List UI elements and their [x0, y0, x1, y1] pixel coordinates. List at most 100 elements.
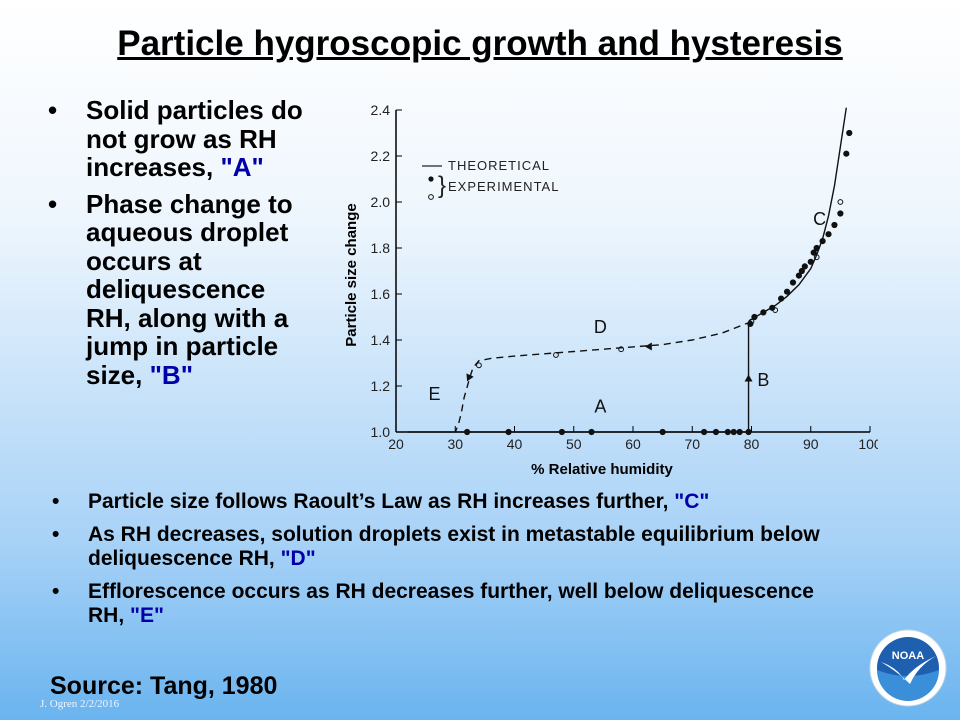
- legend-experimental: EXPERIMENTAL: [448, 179, 559, 194]
- bullet-text: As RH decreases, solution droplets exist…: [88, 523, 820, 570]
- open-data-point: [837, 199, 844, 205]
- legend-theoretical: THEORETICAL: [448, 158, 550, 173]
- x-tick-label: 100: [858, 436, 878, 452]
- y-tick-label: 2.0: [371, 194, 391, 210]
- open-data-point: [772, 307, 779, 314]
- logo-sea: [877, 670, 939, 701]
- y-tick-label: 1.8: [371, 240, 391, 256]
- bullet-text: Phase change to aqueous droplet occurs a…: [86, 188, 293, 390]
- y-tick-label: 1.6: [371, 286, 391, 302]
- leftward-arrow-icon: [644, 342, 652, 351]
- bullet-tag-b: "B": [149, 359, 194, 390]
- legend-open-marker: [428, 194, 434, 200]
- noaa-logo: NOAA: [869, 629, 947, 707]
- x-axis-label: % Relative humidity: [531, 461, 673, 478]
- source-citation: Source: Tang, 1980: [50, 672, 278, 700]
- filled-data-point: [464, 428, 471, 436]
- bullet-tag-c: "C": [674, 490, 710, 513]
- annotation-d: D: [594, 317, 607, 337]
- chart-legend: THEORETICAL } EXPERIMENTAL: [422, 158, 559, 200]
- annotation-e: E: [429, 384, 441, 404]
- filled-data-point: [837, 210, 844, 217]
- growth-curve: [748, 107, 847, 323]
- x-tick-label: 60: [625, 436, 641, 452]
- filled-data-point: [807, 258, 814, 265]
- bullet-dot: •: [52, 523, 60, 546]
- filled-data-point: [745, 428, 752, 436]
- bullet-solid-particles: • Solid particles do not grow as RH incr…: [48, 96, 310, 182]
- filled-data-point: [724, 428, 731, 436]
- x-tick-label: 40: [507, 436, 523, 452]
- bullet-tag-e: "E": [130, 604, 164, 627]
- filled-data-point: [825, 231, 832, 238]
- filled-data-point: [558, 428, 565, 436]
- filled-data-point: [505, 428, 512, 436]
- legend-brace: }: [438, 172, 446, 199]
- upward-arrow-icon: [744, 374, 753, 382]
- bullets-left: • Solid particles do not grow as RH incr…: [48, 96, 310, 397]
- growth-chart: 20 30 40 50 60 70 80 90 100 1.0 1.2 1.4 1.6 1.8 2.0 2.2…: [343, 102, 878, 478]
- filled-data-point: [712, 428, 720, 436]
- x-tick-label: 70: [684, 436, 700, 452]
- x-tick-label: 80: [744, 436, 760, 452]
- downward-arrow-icon: [466, 373, 474, 382]
- annotation-b: B: [757, 370, 769, 390]
- x-tick-label: 50: [566, 436, 582, 452]
- y-tick-label: 1.2: [371, 378, 391, 394]
- y-tick-label: 2.2: [371, 148, 391, 164]
- bullet-text: Particle size follows Raoult’s Law as RH…: [88, 490, 675, 513]
- bullet-tag-d: "D": [280, 547, 316, 570]
- y-axis-label: Particle size change: [343, 203, 360, 346]
- annotation-c: C: [813, 209, 826, 229]
- bullet-dot: •: [52, 580, 60, 603]
- legend-filled-marker: [428, 176, 434, 182]
- filled-data-point: [736, 428, 743, 436]
- filled-data-point: [730, 428, 737, 436]
- point-group: [464, 129, 853, 436]
- slide-title: Particle hygroscopic growth and hysteres…: [117, 24, 843, 63]
- filled-data-point: [801, 263, 808, 270]
- bullet-dot: •: [48, 188, 58, 219]
- open-data-point: [748, 318, 755, 325]
- filled-data-point: [843, 150, 850, 157]
- y-tick-label: 2.4: [371, 102, 391, 118]
- x-tick-label: 90: [803, 436, 819, 452]
- filled-data-point: [751, 313, 758, 321]
- open-data-point: [553, 352, 559, 358]
- filled-data-point: [778, 295, 785, 302]
- efflorescence-curve: [454, 320, 752, 433]
- filled-data-point: [813, 244, 820, 252]
- bullet-raoult: • Particle size follows Raoult’s Law as …: [52, 490, 852, 514]
- bullet-efflorescence: • Efflorescence occurs as RH decreases f…: [52, 580, 852, 628]
- bullet-dot: •: [48, 95, 58, 125]
- tick-group: 20 30 40 50 60 70 80 90 100 1.0 1.2 1.4 1.6 1.8 2.0 2.2…: [371, 102, 878, 452]
- filled-data-point: [760, 309, 767, 316]
- curve-group: [407, 107, 847, 433]
- filled-data-point: [810, 249, 817, 256]
- open-data-point: [813, 254, 820, 261]
- open-data-point: [476, 362, 482, 369]
- logo-bird-icon: [881, 656, 936, 684]
- bullet-tag-a: "A": [220, 152, 264, 182]
- bullet-dot: •: [52, 490, 60, 513]
- bullet-text: Efflorescence occurs as RH decreases fur…: [88, 580, 814, 627]
- annotation-group: A B C D E: [429, 209, 827, 416]
- filled-data-point: [701, 428, 708, 436]
- bullet-metastable: • As RH decreases, solution droplets exi…: [52, 523, 852, 571]
- bullets-bottom: • Particle size follows Raoult’s Law as …: [52, 490, 852, 637]
- filled-data-point: [798, 267, 805, 275]
- bullet-text: Solid particles do not grow as RH increa…: [86, 95, 303, 182]
- filled-data-point: [789, 279, 797, 286]
- filled-data-point: [588, 428, 595, 436]
- y-tick-label: 1.0: [371, 424, 391, 440]
- filled-data-point: [659, 428, 666, 436]
- filled-data-point: [783, 288, 791, 295]
- bullet-phase-change: • Phase change to aqueous droplet occurs…: [48, 188, 310, 390]
- annotation-a: A: [594, 396, 606, 416]
- filled-data-point: [831, 221, 838, 229]
- filled-data-point: [795, 272, 802, 279]
- filled-data-point: [819, 238, 826, 245]
- footer-author-date: J. Ogren 2/2/2016: [40, 698, 120, 710]
- filled-data-point: [846, 129, 853, 137]
- logo-text: NOAA: [892, 650, 924, 662]
